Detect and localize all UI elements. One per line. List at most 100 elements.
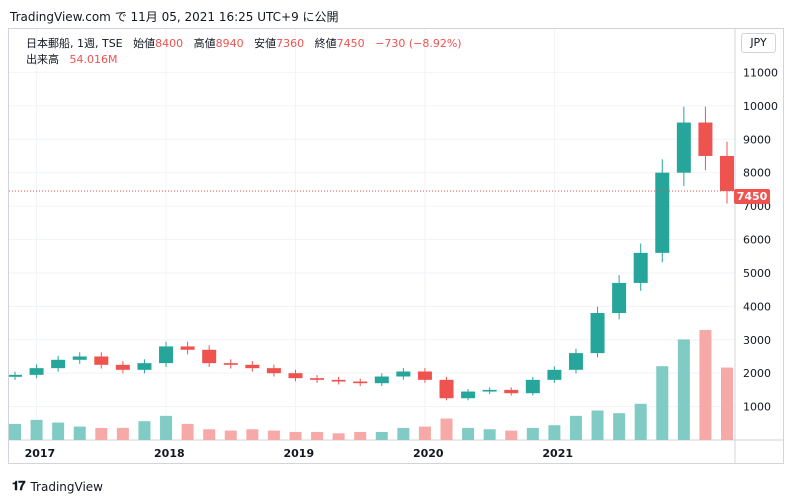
candle-body [245,364,260,369]
open-value: 8400 [155,37,184,50]
volume-bar [440,418,453,440]
volume-bar [526,427,539,440]
volume-bar [656,366,669,440]
x-tick-label: 2020 [413,447,444,460]
candle-body [590,313,605,354]
candle-body [417,371,432,380]
y-tick-label: 4000 [743,300,771,313]
volume-bar [397,427,410,440]
y-tick-label: 11000 [743,66,778,79]
low-value: 7360 [276,37,305,50]
close-label: 終値 [314,37,337,50]
candle-body [439,379,454,399]
candle-body [51,359,66,369]
volume-bar [569,415,582,440]
low-label: 安値 [254,37,277,50]
footer-brand[interactable]: TradingView [30,479,103,494]
volume-bar [116,427,129,440]
y-tick-label: 9000 [743,133,771,146]
volume-bar [9,423,21,440]
volume-bar [375,431,388,440]
candle-body [159,346,174,364]
candle-body [676,122,691,173]
candle-body [504,389,519,394]
candle-body [288,373,303,379]
candle-body [331,379,346,382]
site-name[interactable]: TradingView.com [10,10,111,24]
volume-bar [354,431,367,440]
candle-body [223,363,238,365]
x-tick-label: 2017 [25,447,56,460]
change-value: −730 (−8.92%) [375,37,462,50]
volume-bar [203,429,216,440]
candle-body [137,363,152,370]
candle-body [698,122,713,156]
publish-label: に公開 [302,10,339,24]
x-tick-label: 2019 [283,447,314,460]
volume-bar [634,403,647,440]
volume-bar [548,425,561,440]
volume-bar [138,421,151,440]
volume-bar [483,429,496,440]
y-tick-label: 2000 [743,367,771,380]
candle-body [461,391,476,399]
currency-button[interactable]: JPY [741,33,776,53]
y-tick-label: 5000 [743,267,771,280]
candle-body [720,155,734,192]
volume-bar [505,430,518,440]
candle-body [72,356,87,360]
volume-bar [289,431,302,440]
candle-body [612,282,627,314]
volume-bar [699,330,712,440]
symbol-label[interactable]: 日本郵船, 1週, TSE [26,37,123,50]
y-tick-label: 6000 [743,234,771,247]
last-price-tag: 7450 [734,189,770,204]
candle-body [374,376,389,384]
volume-bar [311,431,324,440]
y-tick-label: 10000 [743,100,778,113]
price-chart[interactable]: 1000200030004000500060007000800090001000… [9,29,783,463]
candle-body [568,353,583,370]
header-line: TradingView.com で 11月 05, 2021 16:25 UTC… [10,8,339,25]
volume-bar [267,430,280,440]
tradingview-logo-icon[interactable]: 𝟏𝟕 [12,479,26,494]
candle-body [547,369,562,380]
volume-bar [52,422,65,440]
x-tick-label: 2018 [154,447,185,460]
candle-body [202,349,217,364]
candle-body [525,379,540,394]
volume-bar [181,423,194,440]
candle-body [9,374,22,377]
candle-body [353,381,368,384]
volume-value: 54.016M [69,53,118,66]
candle-body [633,252,648,283]
volume-bar [95,427,108,440]
candle-body [115,364,130,370]
x-tick-label: 2021 [542,447,573,460]
volume-bar [160,415,173,440]
candle-body [310,378,325,380]
volume-bar [721,367,733,440]
volume-bar [462,427,475,440]
candle-body [396,371,411,377]
high-label: 高値 [193,37,216,50]
candle-body [94,356,109,365]
candle-body [29,368,44,375]
chart-frame[interactable]: 1000 2000 3000 4000 5000 6000 7000 8000 9000 1000… [8,28,784,464]
volume-label: 出来高 [26,53,59,66]
volume-bar [30,419,43,440]
open-label: 始値 [133,37,156,50]
volume-bar [246,429,259,440]
y-tick-label: 8000 [743,167,771,180]
volume-bar [591,410,604,440]
y-tick-label: 1000 [743,401,771,414]
close-value: 7450 [336,37,365,50]
candle-body [180,346,195,350]
volume-bar [418,426,431,440]
volume-bar [73,426,86,440]
volume-legend: 出来高 54.016M [26,51,117,67]
publish-date: で 11月 05, 2021 16:25 UTC+9 [114,10,299,24]
volume-bar [332,433,345,440]
y-tick-label: 3000 [743,334,771,347]
candle-body [482,389,497,392]
